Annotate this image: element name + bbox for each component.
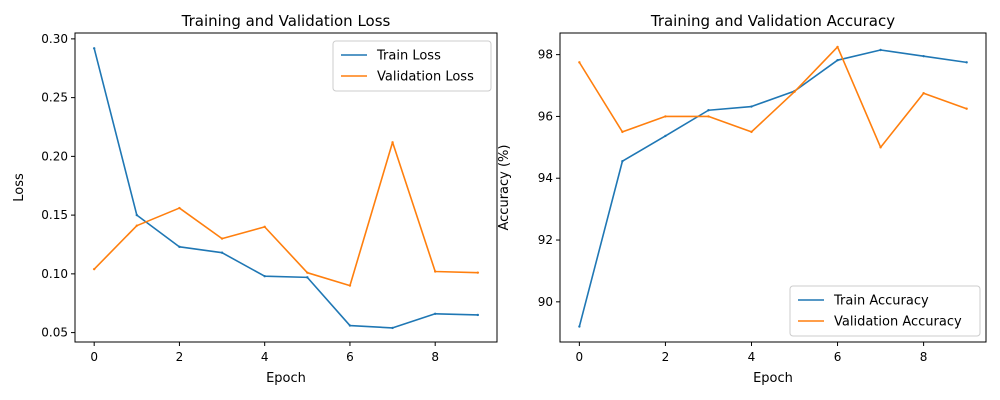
data-point: [220, 237, 224, 240]
data-point: [879, 48, 882, 52]
data-point: [664, 115, 667, 118]
legend-label-1: Train Accuracy: [833, 294, 929, 309]
y-tick-label: 0.30: [41, 32, 68, 46]
x-tick-label: 8: [920, 350, 928, 364]
legend-box: [789, 285, 981, 337]
y-axis-label: Accuracy (%): [497, 145, 512, 231]
data-point: [707, 115, 710, 118]
plot-area-frame: [559, 32, 987, 343]
data-point: [836, 58, 839, 62]
data-point: [476, 271, 480, 274]
data-point: [707, 109, 710, 112]
plot-area-frame: [74, 32, 498, 343]
data-point: [879, 146, 882, 149]
data-point: [391, 141, 394, 144]
y-tick-label: 0.15: [41, 208, 68, 222]
y-tick-label: 0.20: [41, 149, 68, 163]
data-point: [750, 130, 753, 134]
x-tick-label: 0: [90, 350, 98, 364]
x-axis-label: Epoch: [753, 371, 793, 386]
x-tick-label: 6: [346, 350, 354, 364]
data-point: [178, 245, 181, 249]
legend: Train Accuracy Validation Accuracy: [789, 285, 981, 337]
legend-label-1: Train Loss: [376, 49, 441, 64]
data-point: [306, 276, 309, 279]
y-tick-label: 0.25: [41, 91, 68, 105]
data-point: [135, 224, 139, 227]
chart-panel-2: Training and Validation Accuracy Epoch Acc…: [497, 12, 987, 386]
data-point: [348, 324, 352, 327]
x-tick-label: 6: [834, 350, 842, 364]
data-point: [621, 130, 624, 134]
data-point: [263, 225, 266, 229]
x-tick-label: 0: [576, 350, 584, 364]
chart-title: Training and Validation Accuracy: [650, 12, 895, 30]
data-point: [135, 213, 139, 217]
data-point: [220, 251, 224, 254]
legend: Train Loss Validation Loss: [332, 40, 492, 92]
data-point: [965, 61, 968, 64]
chart-title: Training and Validation Loss: [181, 12, 391, 30]
y-tick-label: 94: [538, 171, 553, 185]
data-point: [348, 284, 352, 287]
data-point: [433, 312, 437, 316]
data-point: [263, 275, 266, 278]
data-point: [922, 54, 925, 58]
legend-box: [332, 40, 492, 92]
data-point: [578, 61, 581, 64]
data-point: [306, 271, 309, 274]
data-point: [92, 47, 96, 50]
y-tick-label: 92: [538, 233, 553, 247]
y-axis-label: Loss: [12, 173, 27, 202]
x-tick-label: 4: [748, 350, 756, 364]
data-point: [178, 206, 181, 210]
data-point: [433, 270, 437, 273]
data-point: [578, 325, 581, 328]
x-tick-label: 8: [431, 350, 439, 364]
data-point: [793, 90, 796, 93]
data-point: [965, 107, 968, 110]
x-tick-label: 4: [261, 350, 269, 364]
y-tick-label: 0.05: [41, 326, 68, 340]
series-line-1: [93, 48, 478, 329]
data-point: [922, 92, 925, 95]
data-point: [476, 313, 480, 317]
data-point: [92, 267, 96, 271]
y-tick-label: 98: [538, 48, 553, 62]
x-axis-label: Epoch: [266, 371, 306, 386]
legend-label-2: Validation Accuracy: [834, 315, 962, 330]
data-point: [391, 326, 394, 330]
data-point: [664, 134, 667, 138]
series-line-1: [578, 49, 967, 327]
data-point: [750, 105, 753, 108]
legend-label-2: Validation Loss: [377, 70, 474, 85]
data-point: [621, 160, 624, 163]
y-tick-label: 90: [538, 295, 553, 309]
data-point: [836, 45, 839, 49]
x-tick-label: 2: [662, 350, 670, 364]
x-tick-label: 2: [176, 350, 184, 364]
series-line-2: [578, 46, 967, 149]
y-tick-label: 0.10: [41, 267, 68, 281]
series-line-2: [93, 141, 478, 287]
y-tick-label: 96: [538, 109, 553, 123]
chart-panel-1: Training and Validation Loss Epoch Loss 0 2 4…: [12, 12, 498, 386]
